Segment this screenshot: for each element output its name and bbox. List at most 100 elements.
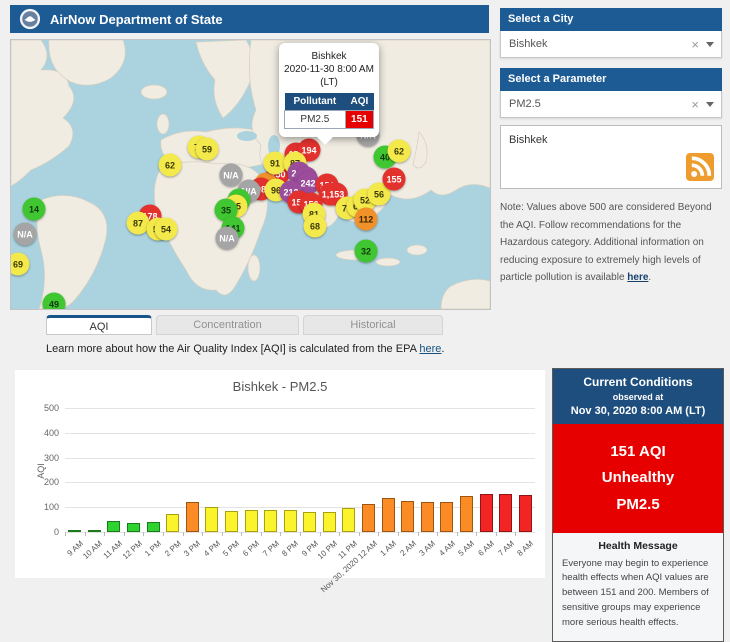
aqi-marker[interactable]: 32: [354, 239, 378, 263]
epa-here-link[interactable]: here: [419, 343, 442, 355]
aqi-marker[interactable]: N/A: [219, 163, 243, 187]
chart-x-tick: [456, 532, 458, 536]
popup-table: Pollutant AQI PM2.5 151: [284, 93, 375, 129]
chart-bar[interactable]: [362, 504, 376, 532]
aqi-marker[interactable]: 91: [263, 151, 287, 175]
city-chevron-down-icon[interactable]: [706, 41, 714, 47]
chart-bar[interactable]: [479, 494, 493, 532]
parameter-clear-icon[interactable]: ×: [691, 96, 699, 112]
aqi-note-period: .: [648, 272, 652, 283]
chart-y-tick: 500: [43, 403, 59, 413]
epa-info-text: Learn more about how the Air Quality Ind…: [46, 343, 420, 355]
chart-gridline: [65, 507, 535, 509]
chart-x-tick: [65, 532, 66, 536]
tab-bar: AQI Concentration Historical: [46, 315, 443, 335]
chart-x-label: 2 PM: [162, 539, 183, 559]
aqi-marker[interactable]: 54: [154, 217, 178, 241]
chart-x-tick: [319, 532, 321, 536]
aqi-marker[interactable]: N/A: [215, 226, 239, 250]
chart-bar[interactable]: [244, 509, 258, 532]
parameter-dropdown[interactable]: PM2.5 ×: [500, 91, 722, 118]
map-popup: Bishkek 2020-11-30 8:00 AM (LT) Pollutan…: [279, 43, 379, 145]
aqi-pollutant-line: PM2.5: [616, 495, 660, 513]
city-dropdown[interactable]: Bishkek ×: [500, 31, 722, 58]
chart-gridline: [65, 408, 535, 409]
chart-bar[interactable]: [127, 522, 141, 532]
aqi-marker[interactable]: 35: [214, 198, 238, 222]
aqi-marker[interactable]: N/A: [13, 222, 37, 246]
chart-x-tick: [417, 532, 419, 536]
chart-x-label: 1 PM: [143, 539, 164, 559]
chart-x-tick: [162, 532, 164, 536]
chart-bar[interactable]: [68, 530, 82, 532]
chart-x-tick: [123, 532, 125, 536]
chart-x-tick: [202, 532, 204, 536]
chart-x-label: 10 AM: [81, 539, 105, 561]
aqi-marker[interactable]: 112: [354, 207, 378, 231]
chart-bar[interactable]: [107, 520, 121, 532]
chart-bar[interactable]: [283, 510, 297, 532]
chart-x-label: 5 AM: [456, 539, 477, 558]
chart-x-label: 8 PM: [280, 539, 301, 559]
aqi-category-line: Unhealthy: [601, 469, 675, 487]
aqi-marker[interactable]: 62: [387, 139, 411, 163]
chart-x-label: 11 AM: [101, 539, 124, 561]
chart-bar[interactable]: [518, 494, 532, 532]
chart-bar[interactable]: [146, 521, 160, 532]
note-here-link[interactable]: here: [627, 272, 649, 283]
chart-x-tick: [476, 532, 478, 536]
chart-y-tick: 300: [43, 452, 59, 463]
observed-at-label: observed at: [612, 392, 664, 402]
aqi-marker[interactable]: 69: [11, 252, 30, 276]
current-conditions-header: Current Conditions observed at Nov 30, 2…: [553, 369, 723, 424]
rss-city-label: Bishkek: [509, 134, 548, 146]
chart-bar[interactable]: [401, 501, 415, 532]
chart-bar[interactable]: [205, 507, 219, 532]
chart-x-label: 4 AM: [437, 539, 457, 558]
chart-bar[interactable]: [459, 496, 473, 532]
chart-bar[interactable]: [87, 530, 101, 532]
rss-icon[interactable]: [686, 153, 714, 181]
aqi-marker[interactable]: 56: [367, 182, 391, 206]
chart-x-label: 3 PM: [182, 539, 203, 559]
aqi-marker[interactable]: 87: [126, 211, 150, 235]
chart-bar[interactable]: [303, 511, 317, 532]
chart-x-tick: [339, 532, 341, 536]
current-conditions-title: Current Conditions: [583, 375, 693, 389]
chart-gridline: [65, 482, 535, 484]
chart-x-label: 7 AM: [496, 539, 516, 558]
chart-x-label: 12 PM: [120, 539, 144, 562]
chart-bar[interactable]: [342, 508, 356, 532]
chart-bar[interactable]: [381, 498, 395, 532]
chart-x-tick: [143, 532, 145, 536]
parameter-chevron-down-icon[interactable]: [706, 101, 714, 107]
aqi-chart: Bishkek - PM2.5 AQI 0 100 200 300 400 500 9 AM…: [15, 370, 545, 594]
chart-y-tick: 200: [43, 477, 59, 488]
tab-concentration[interactable]: Concentration: [156, 315, 299, 335]
chart-bar[interactable]: [440, 501, 454, 532]
aqi-marker[interactable]: 14: [22, 197, 46, 221]
chart-bar[interactable]: [264, 509, 278, 532]
chart-bar[interactable]: [185, 501, 199, 532]
chart-y-tick: 400: [43, 427, 59, 438]
aqi-note-text: Note: Values above 500 are considered Be…: [500, 202, 712, 283]
tab-aqi[interactable]: AQI: [46, 315, 152, 335]
chart-plot-area: 0 100 200 300 400 500 9 AM 10 AM 11 AM 12 PM 1 PM 2…: [15, 370, 545, 594]
aqi-marker[interactable]: 49: [42, 292, 66, 309]
chart-bar[interactable]: [322, 512, 336, 532]
tab-historical[interactable]: Historical: [303, 315, 443, 335]
chart-bar[interactable]: [499, 494, 513, 532]
chart-x-label: 5 PM: [221, 539, 242, 559]
aqi-marker[interactable]: 59: [195, 137, 219, 161]
aqi-marker[interactable]: 62: [158, 153, 182, 177]
city-clear-icon[interactable]: ×: [691, 36, 699, 52]
aqi-marker[interactable]: 155: [382, 167, 406, 191]
chart-bar[interactable]: [420, 502, 434, 532]
chart-bar[interactable]: [224, 510, 238, 532]
parameter-dropdown-value: PM2.5: [509, 98, 541, 110]
map[interactable]: 14N/A6949627559N/A1501109896N/A696517887…: [10, 39, 491, 310]
chart-bar[interactable]: [166, 514, 180, 532]
app-header: AirNow Department of State: [10, 5, 489, 33]
chart-x-tick: [437, 532, 439, 536]
aqi-marker[interactable]: 68: [303, 214, 327, 238]
